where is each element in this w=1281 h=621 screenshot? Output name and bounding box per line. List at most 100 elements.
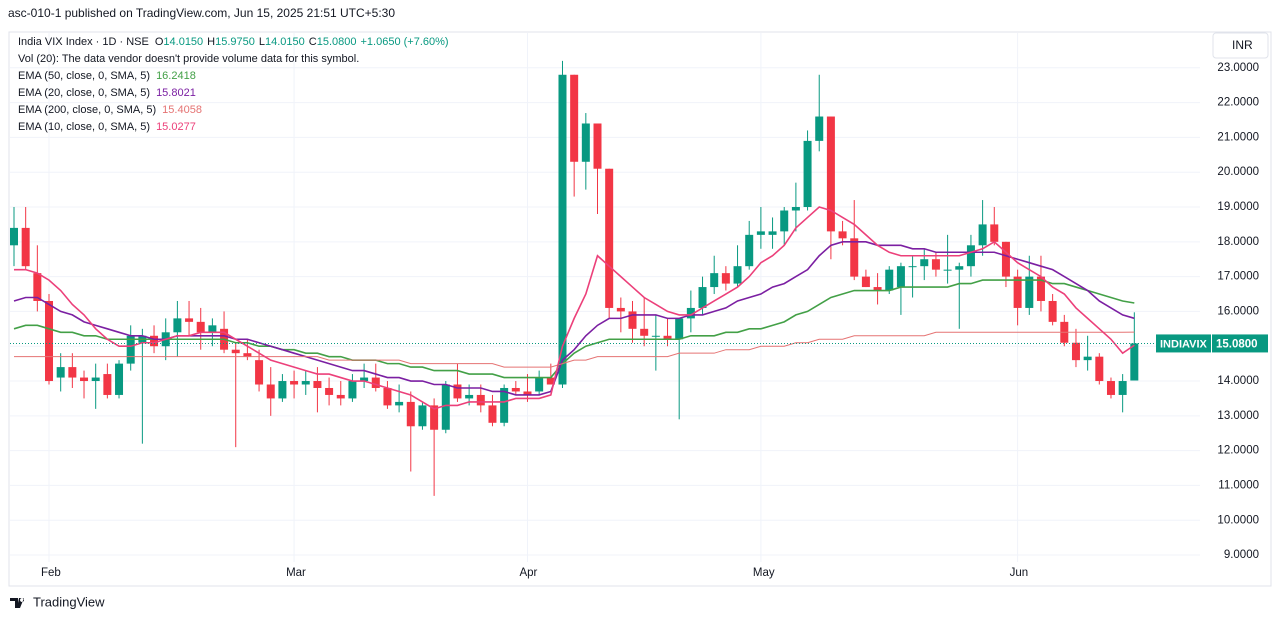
legend-row: EMA (20, close, 0, SMA, 5) 15.8021: [18, 85, 449, 102]
logo-icon: [10, 598, 25, 608]
legend-row: EMA (10, close, 0, SMA, 5) 15.0277: [18, 119, 449, 136]
candle-body: [908, 266, 917, 268]
candle-body: [33, 273, 42, 301]
candle-body: [348, 381, 357, 399]
candle-body: [278, 381, 287, 399]
candle-body: [1048, 300, 1057, 322]
candle-body: [1118, 381, 1127, 395]
ohlc-value: 15.0800: [316, 36, 357, 48]
ohlc-label: H: [207, 36, 216, 48]
candle-body: [581, 123, 590, 162]
candle-body: [80, 377, 89, 382]
candle-body: [791, 207, 800, 211]
legend-value: 15.0277: [156, 121, 196, 133]
candle-body: [255, 360, 264, 385]
legend-name: EMA (50, close, 0, SMA, 5): [18, 70, 151, 82]
candle-body: [546, 377, 555, 385]
candle-body: [488, 405, 497, 423]
candle-body: [710, 273, 719, 288]
candle-body: [441, 384, 450, 430]
candle-body: [990, 224, 999, 242]
candle-body: [500, 387, 509, 423]
candle-body: [978, 224, 987, 246]
grid: [10, 33, 1200, 562]
candle-body: [675, 318, 684, 340]
candle-body: [325, 387, 334, 395]
y-tick-label: 16.0000: [1217, 305, 1259, 317]
candle-body: [1036, 276, 1045, 301]
candle-body: [208, 325, 217, 333]
legend-value: 15.4058: [162, 104, 202, 116]
y-tick-label: 14.0000: [1217, 375, 1259, 387]
candle-body: [406, 401, 415, 427]
candle-body: [605, 168, 614, 308]
candle-body: [651, 335, 660, 337]
candle-body: [686, 307, 695, 319]
candle-body: [780, 210, 789, 232]
candle-body: [383, 387, 392, 406]
candle-body: [815, 116, 824, 141]
candle-body: [873, 287, 882, 291]
ohlc-label: O: [154, 36, 164, 48]
currency: INR: [1232, 38, 1253, 52]
candle-body: [150, 335, 159, 347]
candle-body: [196, 321, 205, 333]
candle-body: [838, 231, 847, 239]
candle-body: [21, 227, 30, 267]
ema-line: [13, 279, 1135, 379]
candle-body: [593, 123, 602, 169]
candle-body: [10, 227, 18, 246]
y-tick-label: 11.0000: [1218, 479, 1259, 491]
candle-body: [511, 387, 520, 392]
candle-body: [756, 231, 765, 235]
candle-body: [850, 238, 859, 277]
candle-body: [558, 74, 567, 385]
candle-body: [885, 269, 894, 291]
candle-body: [721, 273, 730, 284]
candle-body: [803, 140, 812, 208]
legend-row: Vol (20): The data vendor doesn't provid…: [18, 51, 449, 68]
y-tick-label: 20.0000: [1217, 166, 1259, 178]
y-tick-label: 23.0000: [1217, 62, 1259, 74]
brand: TradingView: [33, 594, 105, 609]
candle-body: [698, 287, 707, 308]
ohlc-value: 15.9750: [215, 36, 255, 48]
ema-line: [14, 331, 1135, 368]
candle-body: [733, 266, 742, 284]
candle-body: [126, 335, 135, 364]
candle-body: [371, 377, 380, 388]
candle-body: [45, 300, 54, 382]
candle-body: [943, 269, 952, 271]
candle-body: [931, 259, 940, 270]
candle-body: [1130, 343, 1139, 381]
candle-body: [966, 245, 975, 267]
y-tick-label: 18.0000: [1217, 236, 1259, 248]
price-tag-symbol-box: [1156, 334, 1211, 353]
ohlc-value: 14.0150: [265, 36, 305, 48]
candle-body: [418, 405, 427, 427]
y-tick-label: 13.0000: [1217, 410, 1259, 422]
candle-body: [290, 381, 299, 385]
candle-body: [313, 381, 322, 388]
legend-value: 15.8021: [156, 87, 196, 99]
ema-line: [13, 241, 1135, 396]
candle-body: [628, 311, 637, 329]
marks: [10, 60, 1200, 496]
candle-body: [826, 116, 835, 232]
ema-line: [14, 206, 1135, 410]
candle-body: [115, 363, 124, 395]
y-tick-label: 10.0000: [1217, 514, 1259, 526]
candle-body: [231, 349, 240, 354]
x-tick-label: Mar: [286, 567, 306, 579]
candle-body: [68, 367, 77, 378]
chart-frame: [8, 31, 1272, 587]
price-axis: 9.0000 10.0000 11.0000 12.0000 13.0000 14.000…: [41, 62, 1268, 579]
candle-body: [1083, 356, 1092, 361]
ohlc-label: L: [258, 36, 266, 48]
candle-body: [663, 335, 672, 340]
ohlc-value: 14.0150: [163, 36, 204, 48]
candle-body: [1106, 381, 1115, 395]
x-tick-label: May: [753, 567, 775, 579]
candle-body: [430, 405, 439, 430]
